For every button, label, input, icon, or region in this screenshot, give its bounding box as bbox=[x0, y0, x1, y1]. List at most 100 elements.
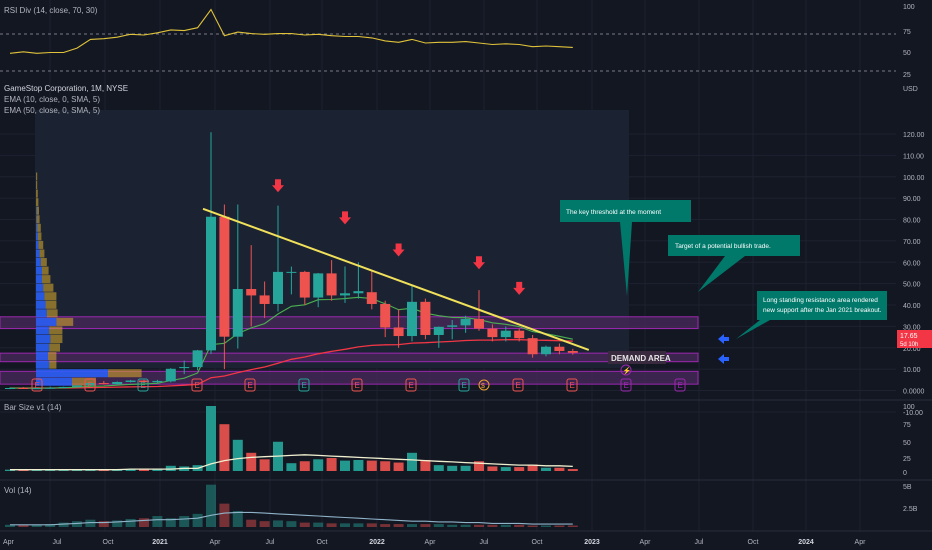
rsi-tick-25: 25 bbox=[903, 72, 911, 79]
barsize-bar bbox=[219, 424, 230, 471]
volume-bar bbox=[380, 524, 391, 527]
candle-body bbox=[152, 380, 163, 383]
time-axis-label: Oct bbox=[103, 539, 114, 546]
volume-bar bbox=[139, 518, 149, 527]
volume-bar bbox=[447, 524, 458, 527]
earnings-marker-icon bbox=[244, 378, 256, 392]
volume-profile-down-bar bbox=[36, 181, 38, 190]
earnings-marker-label: E bbox=[195, 381, 200, 390]
earnings-marker-label: E bbox=[35, 381, 40, 390]
callout-support-text-line2: new support after the Jan 2021 breakout. bbox=[763, 307, 882, 314]
volume-bar bbox=[554, 525, 565, 527]
candle-body bbox=[18, 387, 29, 389]
volume-profile-up-bar bbox=[36, 360, 50, 369]
volume-bar bbox=[206, 484, 216, 527]
barsize-panel: Bar Size v1 (14) 100 75 50 25 0 bbox=[0, 399, 932, 477]
volume-bar bbox=[366, 523, 377, 527]
support-resistance-zone bbox=[0, 352, 699, 363]
time-axis-label: Oct bbox=[532, 539, 543, 546]
price-tick-label: 20.00 bbox=[903, 346, 921, 353]
candle-body bbox=[541, 346, 551, 355]
barsize-tick-0: 0 bbox=[903, 470, 907, 477]
volume-profile-up-bar bbox=[36, 283, 44, 292]
volume-profile-up-bar bbox=[36, 369, 108, 378]
volume-bar bbox=[500, 524, 511, 527]
barsize-bar bbox=[366, 460, 377, 471]
price-tick-label: 50.00 bbox=[903, 282, 921, 289]
barsize-bar bbox=[474, 461, 484, 471]
volume-profile bbox=[36, 172, 142, 386]
volume-bar bbox=[541, 525, 551, 527]
ema50-label: EMA (50, close, 0, SMA, 5) bbox=[4, 106, 100, 115]
volume-profile-down-bar bbox=[44, 292, 57, 301]
callout-target-shape bbox=[668, 235, 800, 292]
volume-profile-down-bar bbox=[40, 258, 47, 267]
support-resistance-zone bbox=[0, 316, 699, 330]
time-axis-label: Jul bbox=[53, 539, 62, 546]
earnings-marker-icon bbox=[512, 378, 524, 392]
volume-profile-up-bar bbox=[36, 240, 39, 249]
volume-profile-up-bar bbox=[36, 275, 42, 284]
volume-profile-down-bar bbox=[37, 223, 41, 232]
barsize-bar bbox=[527, 464, 538, 471]
price-tick-label: 100.00 bbox=[903, 175, 925, 182]
volume-bar bbox=[18, 524, 29, 527]
earnings-marker-label: E bbox=[516, 381, 521, 390]
currency-label: USD bbox=[903, 86, 918, 93]
volume-profile-down-bar bbox=[42, 266, 49, 275]
earnings-marker-label: E bbox=[570, 381, 575, 390]
candle-body bbox=[5, 387, 15, 389]
earnings-marker-icon bbox=[458, 378, 470, 392]
volume-bar bbox=[286, 521, 297, 527]
callout-key-threshold: The key threshold at the moment bbox=[560, 200, 691, 296]
earnings-marker-icon bbox=[84, 378, 96, 392]
candle-body bbox=[246, 289, 257, 296]
time-axis-label: Jul bbox=[695, 539, 704, 546]
down-arrow-icon bbox=[339, 211, 351, 225]
candles bbox=[5, 132, 578, 390]
barsize-average-line bbox=[10, 454, 573, 471]
candle-body bbox=[139, 380, 149, 383]
barsize-label: Bar Size v1 (14) bbox=[4, 403, 62, 412]
price-tick-label: 70.00 bbox=[903, 239, 921, 246]
barsize-tick-100: 100 bbox=[903, 404, 915, 411]
candle-body bbox=[366, 292, 377, 304]
barsize-bar bbox=[500, 467, 511, 471]
volume-bar bbox=[299, 522, 310, 527]
barsize-bar bbox=[541, 467, 551, 471]
time-axis: Apr Jul Oct 2021 Apr Jul Oct 2022 Apr Jul Oct 2023 A… bbox=[0, 530, 932, 546]
volume-bar bbox=[179, 516, 190, 527]
candle-body bbox=[206, 216, 216, 351]
volume-profile-up-bar bbox=[36, 223, 38, 232]
barsize-bar bbox=[125, 469, 136, 471]
down-arrow-icon bbox=[272, 179, 284, 193]
volume-bar bbox=[567, 525, 578, 527]
volume-bar bbox=[420, 524, 431, 527]
time-axis-label: Apr bbox=[3, 539, 15, 546]
demand-area-label: DEMAND AREA bbox=[611, 354, 671, 363]
earnings-marker-icon bbox=[405, 378, 417, 392]
volume-bar bbox=[487, 524, 498, 527]
time-axis-label: Jul bbox=[266, 539, 275, 546]
candle-body bbox=[72, 385, 82, 387]
barsize-bar bbox=[447, 465, 458, 471]
volume-profile-up-bar bbox=[36, 326, 50, 335]
volume-bar bbox=[232, 510, 243, 527]
price-tick-label: 90.00 bbox=[903, 196, 921, 203]
volume-profile-up-bar bbox=[36, 309, 47, 318]
earnings-marker-icon bbox=[31, 378, 43, 392]
volume-bar bbox=[125, 518, 136, 527]
volume-profile-down-bar bbox=[46, 309, 58, 318]
volume-profile-up-bar bbox=[36, 258, 41, 267]
volume-panel: Vol (14) 5B 2.5B bbox=[0, 479, 932, 527]
price-tick-label: 30.00 bbox=[903, 324, 921, 331]
barsize-bar bbox=[340, 460, 350, 471]
volume-profile-down-bar bbox=[36, 215, 40, 224]
volume-profile-up-bar bbox=[36, 266, 42, 275]
barsize-bar bbox=[313, 459, 324, 471]
callout-target: Target of a potential bullish trade. bbox=[668, 235, 800, 292]
volume-bar bbox=[393, 524, 404, 527]
price-tick-label: 10.00 bbox=[903, 367, 921, 374]
earnings-marker-label: E bbox=[248, 381, 253, 390]
